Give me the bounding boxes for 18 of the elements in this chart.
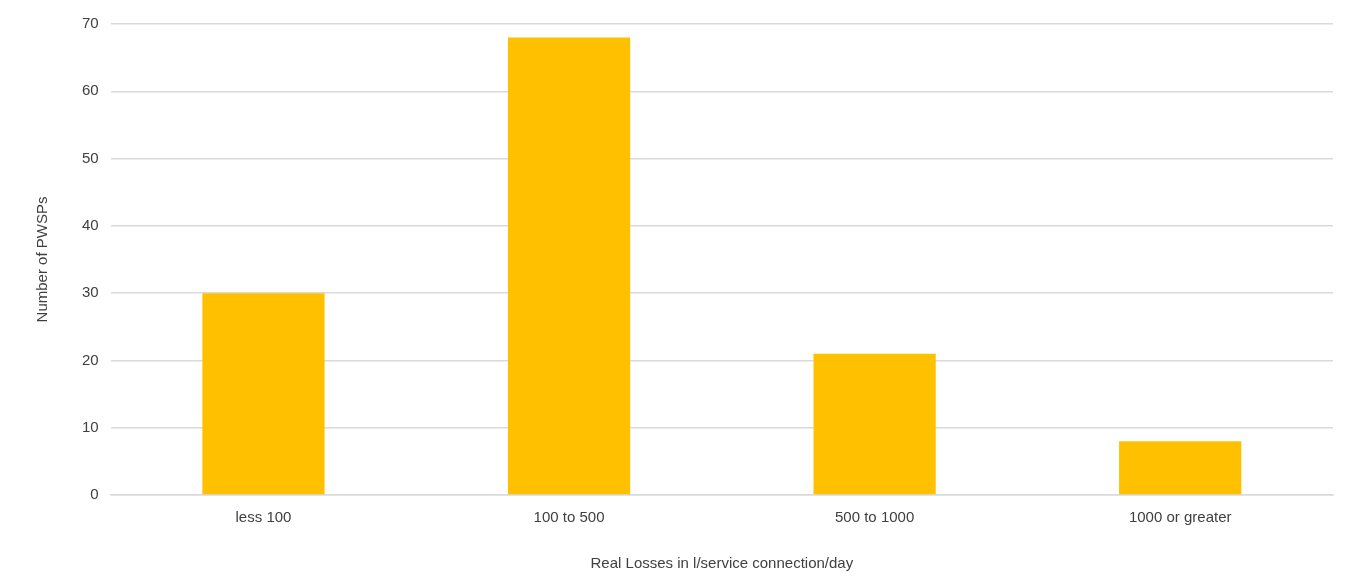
- y-tick-label: 0: [90, 485, 99, 503]
- x-axis-title: Real Losses in l/service connection/day: [590, 554, 854, 572]
- y-tick-label: 50: [82, 148, 99, 166]
- x-tick-label: less 100: [235, 508, 292, 526]
- x-tick-label: 1000 or greater: [1128, 508, 1232, 526]
- y-axis-title: Number of PWSPs: [33, 196, 51, 323]
- bar: [202, 293, 325, 495]
- bar: [813, 353, 936, 495]
- y-tick-label: 20: [82, 350, 99, 368]
- x-tick-label: 100 to 500: [533, 508, 605, 526]
- bar: [507, 37, 631, 495]
- y-tick-label: 30: [82, 283, 99, 301]
- y-tick-label: 70: [82, 14, 99, 32]
- bar: [1119, 441, 1242, 495]
- y-tick-label: 60: [82, 81, 99, 99]
- y-tick-label: 10: [82, 417, 99, 435]
- x-tick-label: 500 to 1000: [835, 508, 915, 526]
- y-tick-label: 40: [82, 216, 99, 233]
